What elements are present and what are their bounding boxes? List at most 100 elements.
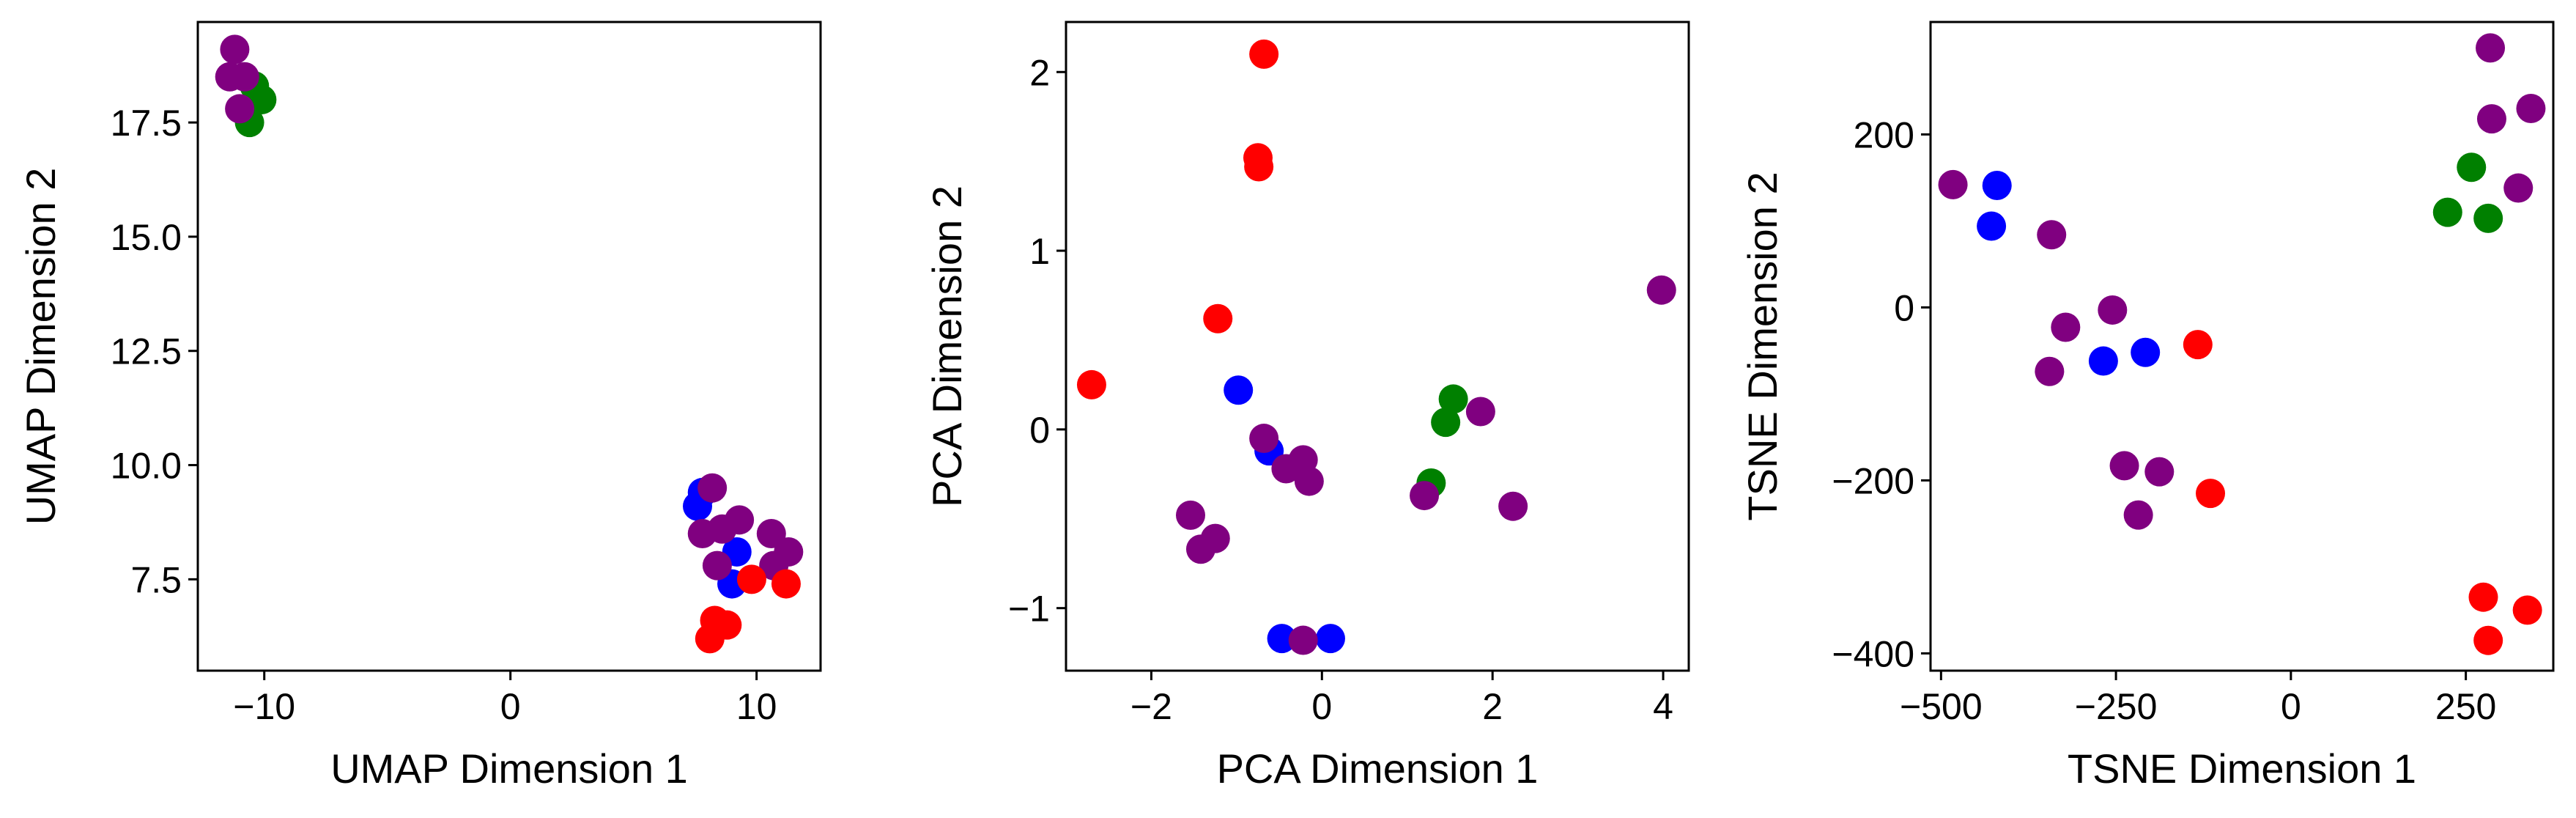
tsne-point-purple — [2144, 457, 2175, 487]
umap-point-green — [247, 84, 277, 114]
umap-x-axis-label: UMAP Dimension 1 — [330, 745, 688, 792]
umap-point-red — [771, 569, 801, 599]
tsne-point-blue — [2088, 346, 2118, 376]
pca-point-purple — [1271, 454, 1301, 484]
tsne-point-green — [2432, 197, 2462, 227]
umap-points — [215, 34, 804, 654]
pca-x-tick-label: 4 — [1653, 686, 1673, 727]
pca-plot-frame — [1065, 21, 1690, 672]
pca-point-purple — [1249, 424, 1279, 454]
tsne-x-tick-label: −250 — [2075, 686, 2158, 727]
tsne-point-purple — [2109, 451, 2139, 481]
pca-point-green — [1431, 408, 1461, 438]
tsne-x-tick-label: 250 — [2435, 686, 2496, 727]
tsne-y-tick-label: 200 — [1854, 114, 1914, 155]
pca-y-ticks: −1 0 1 2 — [1008, 52, 1066, 630]
pca-point-green — [1438, 384, 1468, 414]
umap-y-tick-label: 12.5 — [111, 331, 182, 372]
pca-x-axis-label: PCA Dimension 1 — [1217, 745, 1539, 792]
tsne-y-tick-label: −200 — [1832, 460, 1914, 501]
umap-point-purple — [229, 62, 259, 92]
pca-points — [1076, 39, 1676, 655]
umap-panel: −10 0 10 7.5 10.0 12.5 15.0 17.5 UMAP Dimensio… — [18, 21, 822, 792]
tsne-point-red — [2183, 330, 2213, 360]
tsne-point-blue — [1977, 211, 2007, 241]
pca-point-blue — [1267, 624, 1297, 654]
pca-panel: −2 0 2 4 −1 0 1 2 PCA Dimension 1 PCA Dimensio… — [924, 21, 1690, 792]
tsne-point-purple — [1938, 169, 1968, 199]
umap-y-tick-label: 7.5 — [130, 559, 182, 600]
umap-point-purple — [225, 94, 255, 124]
umap-y-tick-label: 10.0 — [111, 446, 182, 487]
umap-x-tick-label: −10 — [233, 686, 295, 727]
pca-x-tick-label: 0 — [1311, 686, 1332, 727]
umap-y-axis-label: UMAP Dimension 2 — [18, 168, 64, 526]
tsne-point-purple — [2476, 33, 2506, 63]
pca-point-red — [1203, 303, 1233, 334]
pca-x-tick-label: 2 — [1482, 686, 1503, 727]
pca-point-purple — [1288, 625, 1318, 655]
tsne-point-blue — [2131, 337, 2161, 367]
tsne-point-purple — [2037, 220, 2067, 250]
tsne-point-green — [2457, 152, 2487, 183]
pca-x-tick-label: −2 — [1130, 686, 1172, 727]
umap-point-purple — [725, 505, 755, 535]
tsne-point-red — [2468, 582, 2498, 612]
pca-point-purple — [1294, 466, 1324, 496]
tsne-point-green — [2473, 203, 2503, 233]
umap-y-tick-label: 17.5 — [111, 103, 182, 144]
umap-x-ticks: −10 0 10 — [233, 671, 777, 727]
pca-point-red — [1076, 369, 1106, 399]
tsne-plot-frame — [1929, 21, 2555, 672]
tsne-point-purple — [2123, 500, 2153, 530]
tsne-point-purple — [2051, 312, 2081, 342]
tsne-point-blue — [1982, 171, 2012, 201]
tsne-point-purple — [2098, 295, 2128, 325]
pca-point-blue — [1224, 375, 1254, 405]
pca-y-axis-label: PCA Dimension 2 — [924, 185, 970, 507]
umap-point-red — [736, 564, 766, 594]
tsne-point-purple — [2516, 94, 2546, 123]
tsne-point-red — [2196, 479, 2226, 509]
umap-x-tick-label: 0 — [500, 686, 521, 727]
tsne-point-purple — [2035, 356, 2065, 386]
pca-point-purple — [1185, 534, 1215, 564]
pca-point-red — [1249, 39, 1279, 69]
pca-point-purple — [1465, 397, 1495, 427]
umap-point-purple — [756, 519, 786, 549]
tsne-x-axis-label: TSNE Dimension 1 — [2068, 745, 2416, 792]
tsne-panel: −500 −250 0 250 −400 −200 0 200 TSNE Dimension… — [1739, 21, 2555, 792]
pca-x-ticks: −2 0 2 4 — [1130, 671, 1673, 727]
tsne-point-purple — [2476, 104, 2506, 134]
pca-y-tick-label: 2 — [1029, 52, 1050, 93]
pca-point-blue — [1315, 624, 1345, 654]
pca-point-purple — [1646, 275, 1676, 305]
umap-y-tick-label: 15.0 — [111, 217, 182, 258]
pca-y-tick-label: 1 — [1029, 231, 1050, 272]
umap-point-red — [695, 624, 725, 654]
tsne-y-ticks: −400 −200 0 200 — [1832, 114, 1931, 674]
tsne-points — [1938, 33, 2546, 655]
umap-x-tick-label: 10 — [736, 686, 777, 727]
tsne-x-tick-label: −500 — [1900, 686, 1983, 727]
pca-y-tick-label: −1 — [1008, 589, 1050, 630]
umap-point-purple — [220, 34, 250, 65]
umap-point-purple — [697, 473, 728, 503]
pca-point-red — [1244, 152, 1274, 182]
tsne-point-red — [2473, 625, 2503, 655]
tsne-x-ticks: −500 −250 0 250 — [1900, 671, 2496, 727]
umap-point-purple — [702, 550, 732, 581]
pca-point-purple — [1176, 500, 1205, 530]
umap-plot-frame — [196, 21, 822, 672]
umap-y-ticks: 7.5 10.0 12.5 15.0 17.5 — [111, 103, 198, 600]
tsne-y-axis-label: TSNE Dimension 2 — [1739, 172, 1785, 520]
pca-point-purple — [1498, 491, 1528, 521]
tsne-y-tick-label: −400 — [1832, 633, 1914, 674]
pca-point-purple — [1410, 481, 1440, 511]
tsne-point-purple — [2503, 173, 2534, 203]
tsne-y-tick-label: 0 — [1894, 287, 1914, 328]
pca-y-tick-label: 0 — [1029, 410, 1050, 451]
tsne-point-red — [2512, 595, 2542, 625]
tsne-x-tick-label: 0 — [2281, 686, 2301, 727]
